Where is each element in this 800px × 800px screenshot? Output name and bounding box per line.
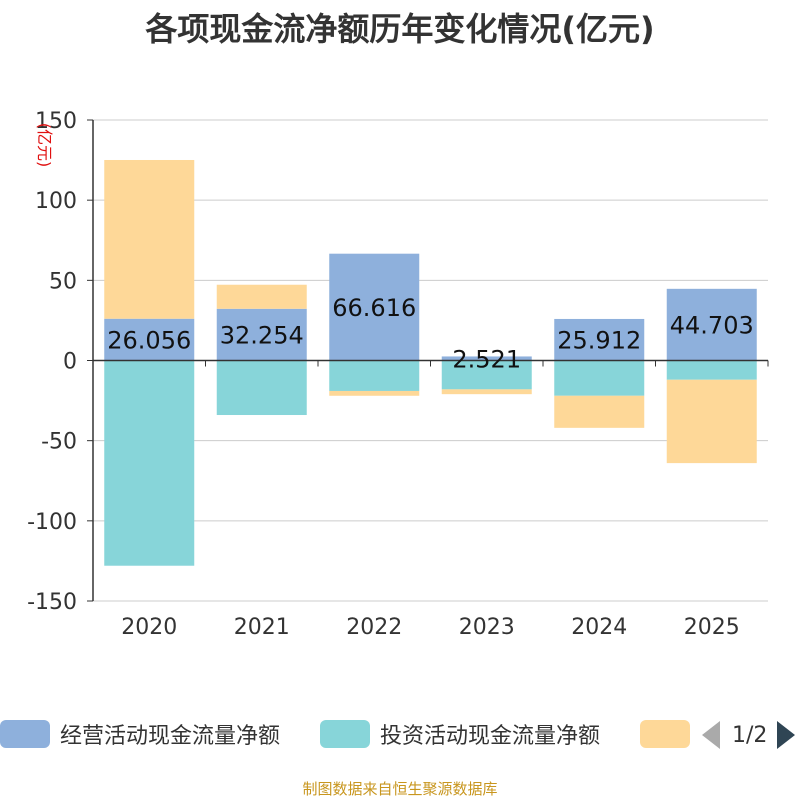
x-tick-label: 2022 (346, 615, 402, 640)
legend-item-financing[interactable] (640, 718, 700, 750)
bar-series2-2023[interactable] (441, 389, 532, 395)
bar-series1-2024[interactable] (554, 360, 645, 396)
legend: 经营活动现金流量净额 投资活动现金流量净额 (0, 718, 800, 754)
bar-series1-2023[interactable] (441, 360, 532, 390)
bar-series0-2024[interactable] (554, 318, 645, 361)
data-label-operating-2021: 32.254 (220, 322, 304, 350)
data-label-operating-2022: 66.616 (332, 294, 416, 322)
y-tick-label: -100 (27, 510, 77, 535)
y-axis-unit-label: (亿元) (35, 123, 54, 168)
x-tick-label: 2025 (684, 615, 740, 640)
bar-series0-2021[interactable] (216, 308, 307, 361)
legend-label-investing: 投资活动现金流量净额 (380, 724, 601, 749)
data-label-operating-2023: 2.521 (452, 345, 521, 373)
bar-series2-2022[interactable] (329, 390, 420, 396)
bar-series1-2020[interactable] (104, 360, 195, 566)
data-label-operating-2024: 25.912 (557, 327, 641, 355)
y-tick-label: -150 (27, 590, 77, 615)
legend-label-operating: 经营活动现金流量净额 (60, 724, 281, 749)
legend-next-icon[interactable] (777, 721, 796, 749)
bar-series0-2023[interactable] (441, 356, 532, 361)
legend-page-indicator: 1/2 (732, 722, 768, 748)
chart-title: 各项现金流净额历年变化情况(亿元) (145, 10, 655, 48)
bar-series1-2025[interactable] (666, 360, 757, 380)
bar-series0-2025[interactable] (666, 288, 757, 361)
legend-item-operating[interactable]: 经营活动现金流量净额 (0, 718, 280, 750)
legend-swatch-operating (0, 720, 50, 748)
y-tick-label: 150 (35, 109, 77, 134)
y-tick-label: 50 (49, 269, 77, 294)
x-tick-label: 2020 (121, 615, 177, 640)
legend-prev-icon[interactable] (702, 721, 720, 749)
legend-item-investing[interactable]: 投资活动现金流量净额 (320, 718, 600, 750)
bar-series2-2025[interactable] (666, 379, 757, 464)
data-source-note: 制图数据来自恒生聚源数据库 (302, 780, 498, 798)
bar-series2-2024[interactable] (554, 395, 645, 428)
chart-plot: 150 100 50 0 -50 -100 -150 2020 2021 2022 2023 2024… (27, 109, 769, 640)
legend-pager: 1/2 (700, 720, 800, 750)
bar-series1-2022[interactable] (329, 360, 420, 391)
legend-swatch-investing (320, 720, 370, 748)
bar-series0-2022[interactable] (329, 253, 420, 361)
y-tick-label: 0 (63, 350, 77, 375)
x-tick-label: 2024 (571, 615, 627, 640)
legend-swatch-financing (640, 720, 690, 748)
bar-series0-2020[interactable] (104, 318, 195, 361)
y-tick-label: 100 (35, 189, 77, 214)
data-label-operating-2020: 26.056 (107, 327, 191, 355)
bar-series1-2021[interactable] (216, 360, 307, 416)
x-tick-label: 2023 (459, 615, 515, 640)
x-tick-label: 2021 (234, 615, 290, 640)
y-tick-label: -50 (41, 430, 77, 455)
data-label-operating-2025: 44.703 (670, 312, 754, 340)
bar-series2-2021[interactable] (216, 284, 307, 309)
bar-series2-2020[interactable] (104, 159, 195, 319)
